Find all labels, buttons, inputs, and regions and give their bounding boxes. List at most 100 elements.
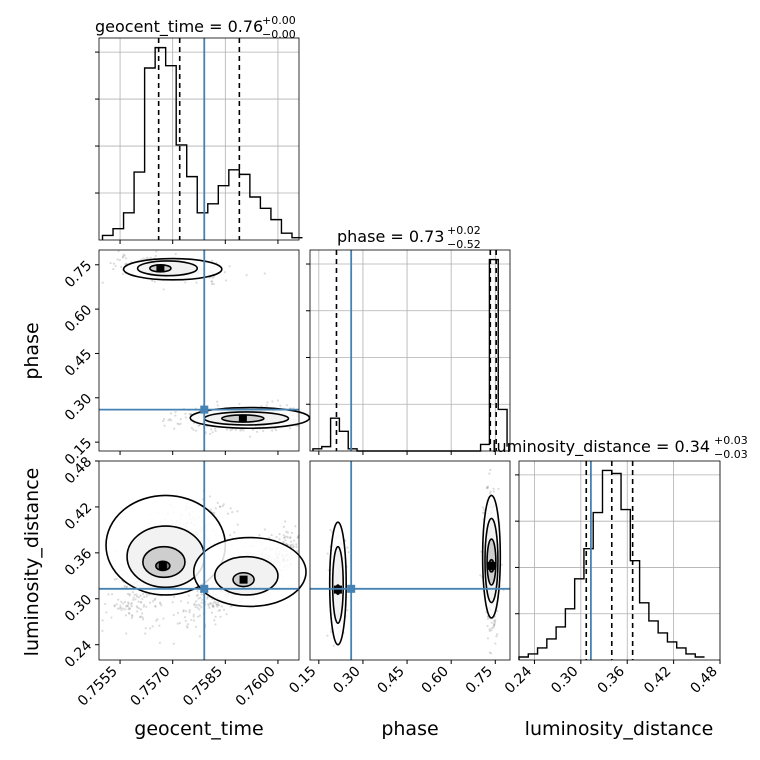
- sample-point: [212, 605, 215, 608]
- sample-point: [120, 600, 123, 603]
- sample-point: [155, 619, 158, 622]
- sample-point: [162, 617, 165, 620]
- sample-point: [210, 282, 213, 286]
- sample-point: [329, 528, 332, 532]
- sample-point: [159, 601, 162, 604]
- sample-point: [192, 615, 195, 618]
- sample-point: [198, 635, 202, 638]
- sample-point: [229, 429, 232, 432]
- sample-point: [494, 620, 497, 624]
- sample-point: [124, 614, 127, 617]
- sample-point: [294, 525, 297, 528]
- sample-point: [182, 609, 185, 612]
- sample-point: [208, 495, 211, 498]
- sample-point: [251, 428, 255, 431]
- sample-point: [139, 594, 142, 597]
- sample-point: [186, 601, 190, 604]
- sample-point: [128, 612, 131, 615]
- sample-point: [262, 429, 265, 433]
- sample-point: [132, 598, 135, 601]
- sample-point: [488, 629, 491, 632]
- sample-point: [213, 619, 216, 622]
- sample-point: [173, 427, 176, 430]
- sample-point: [216, 501, 219, 504]
- sample-point: [199, 596, 202, 599]
- density-peak: [239, 575, 248, 584]
- sample-point: [115, 603, 118, 606]
- sample-point: [296, 536, 299, 539]
- sample-point: [239, 429, 242, 432]
- sample-point: [176, 422, 179, 425]
- sample-point: [493, 619, 496, 623]
- sample-point: [292, 539, 296, 542]
- sample-point: [186, 623, 190, 626]
- sample-point: [114, 264, 117, 268]
- sample-point: [195, 281, 198, 284]
- sample-point: [184, 619, 187, 623]
- sample-point: [121, 272, 125, 275]
- sample-point: [195, 429, 198, 432]
- truth-marker: [200, 405, 209, 414]
- sample-point: [125, 605, 128, 608]
- sample-point: [217, 604, 220, 607]
- sample-point: [207, 604, 210, 607]
- sample-point: [329, 630, 333, 633]
- x-tick-label: 0.7585: [180, 664, 226, 710]
- sample-point: [219, 615, 222, 618]
- panel-luminosity-distance-vs-phase: [309, 460, 511, 661]
- sample-point: [160, 604, 163, 607]
- sample-point: [215, 603, 218, 606]
- sample-point: [226, 512, 230, 515]
- sample-point: [285, 542, 288, 545]
- truth-marker: [347, 584, 356, 593]
- sample-point: [216, 400, 219, 403]
- sample-point: [231, 511, 234, 514]
- sample-point: [117, 250, 120, 253]
- sample-point: [151, 625, 154, 628]
- sample-point: [172, 642, 175, 645]
- sample-point: [198, 614, 201, 617]
- sample-point: [158, 641, 162, 644]
- sample-point: [488, 651, 491, 654]
- sample-point: [195, 604, 198, 607]
- sample-point: [159, 602, 162, 605]
- sample-point: [140, 600, 143, 604]
- sample-point: [127, 602, 130, 605]
- sample-point: [174, 252, 177, 256]
- sample-point: [190, 427, 193, 430]
- sample-point: [127, 608, 130, 611]
- sample-point: [136, 606, 139, 609]
- sample-point: [326, 552, 329, 555]
- x-tick-label: 0.36: [595, 663, 628, 696]
- x-tick-label: 0.45: [375, 664, 408, 697]
- sample-point: [212, 605, 215, 608]
- sample-point: [276, 399, 280, 402]
- sample-point: [214, 601, 217, 604]
- sample-point: [214, 615, 217, 618]
- panel-geocent-time-hist: geocent_time = 0.76 +0.00 −0.00: [95, 14, 303, 241]
- sample-point: [125, 632, 128, 635]
- sample-point: [296, 549, 299, 553]
- sample-point: [143, 595, 146, 598]
- sample-point: [130, 613, 134, 617]
- sample-point: [193, 602, 196, 605]
- sample-point: [134, 598, 137, 601]
- sample-point: [279, 404, 282, 407]
- sample-point: [488, 627, 491, 631]
- density-peak: [156, 264, 165, 273]
- sample-point: [213, 600, 216, 603]
- sample-point: [212, 602, 215, 605]
- y-tick-label: 0.30: [62, 592, 95, 625]
- sample-point: [128, 606, 131, 610]
- sample-point: [286, 531, 289, 534]
- panel-phase-hist: phase = 0.73 +0.02 −0.52: [309, 224, 511, 452]
- sample-point: [124, 262, 127, 265]
- sample-point: [195, 594, 198, 597]
- sample-point: [496, 609, 499, 613]
- sample-point: [118, 259, 121, 262]
- sample-point: [486, 486, 489, 490]
- sample-point: [492, 624, 495, 627]
- sample-point: [131, 591, 134, 594]
- sample-point: [105, 611, 108, 614]
- sample-point: [143, 603, 146, 606]
